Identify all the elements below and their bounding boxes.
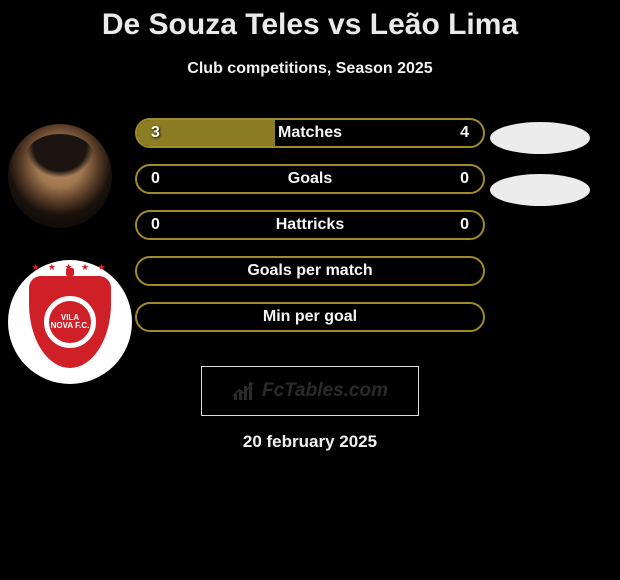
stat-value-left: 3 <box>151 124 160 142</box>
stat-pill: Goals per match <box>135 256 485 286</box>
stat-label: Hattricks <box>276 216 344 234</box>
stat-label: Goals <box>288 170 332 188</box>
bar-chart-icon <box>232 380 256 402</box>
subtitle: Club competitions, Season 2025 <box>0 60 620 78</box>
stat-row: 0 0 Hattricks <box>135 210 485 240</box>
stat-value-right: 0 <box>460 170 469 188</box>
player1-club-badge: ★ ★ ★ ★ ★ VILA NOVA F.C. <box>8 260 132 384</box>
player2-oval <box>490 122 590 154</box>
stat-label: Goals per match <box>247 262 372 280</box>
club-shield: ★ ★ ★ ★ ★ VILA NOVA F.C. <box>29 276 111 368</box>
stat-label: Matches <box>278 124 342 142</box>
date-text: 20 february 2025 <box>0 432 620 452</box>
stat-value-right: 0 <box>460 216 469 234</box>
player1-avatar <box>8 124 112 228</box>
stat-value-left: 0 <box>151 216 160 234</box>
player2-oval <box>490 174 590 206</box>
stat-label: Min per goal <box>263 308 357 326</box>
stat-value-right: 4 <box>460 124 469 142</box>
watermark-text: FcTables.com <box>262 380 388 402</box>
shield-ring-text: VILA NOVA F.C. <box>44 296 96 348</box>
stat-row: Min per goal <box>135 302 485 332</box>
stat-pill: 0 0 Hattricks <box>135 210 485 240</box>
stat-row: 3 4 Matches <box>135 118 485 148</box>
stat-pill: Min per goal <box>135 302 485 332</box>
stat-value-left: 0 <box>151 170 160 188</box>
watermark-box: FcTables.com <box>201 366 419 416</box>
stat-pill: 0 0 Goals <box>135 164 485 194</box>
stat-row: 0 0 Goals <box>135 164 485 194</box>
stat-row: Goals per match <box>135 256 485 286</box>
shield-stars: ★ ★ ★ ★ ★ <box>29 262 111 273</box>
page-title: De Souza Teles vs Leão Lima <box>0 0 620 42</box>
stat-pill: 3 4 Matches <box>135 118 485 148</box>
